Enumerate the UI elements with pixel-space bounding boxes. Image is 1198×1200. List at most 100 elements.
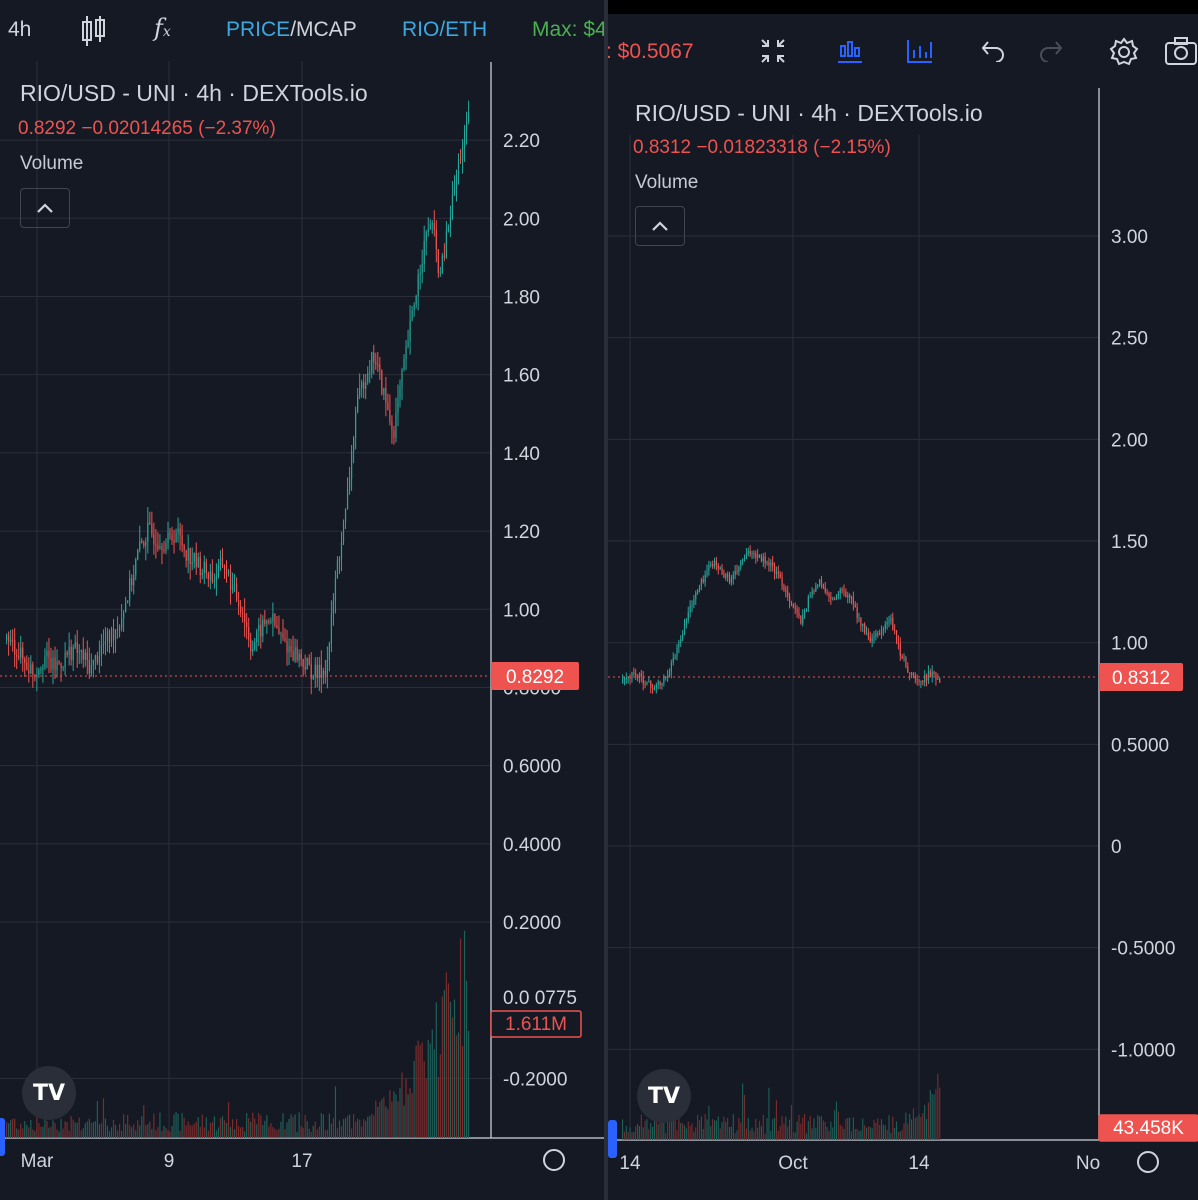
candle-body — [783, 586, 785, 590]
candle-body — [8, 635, 10, 642]
candle-body — [258, 624, 260, 631]
candle-body — [745, 553, 748, 559]
tradingview-logo[interactable]: TV — [637, 1069, 691, 1123]
panel-divider — [604, 0, 608, 1200]
volume-bar — [221, 1116, 224, 1138]
redo-icon[interactable] — [1038, 38, 1064, 68]
volume-bar — [824, 1122, 826, 1140]
interval-button[interactable]: 4h — [8, 18, 32, 41]
volume-bar — [790, 1104, 793, 1140]
candle-body — [653, 688, 656, 690]
volume-bar — [342, 1119, 345, 1138]
candle-body — [845, 591, 847, 598]
candle-body — [864, 623, 866, 633]
candle-body — [644, 684, 646, 686]
volume-bar — [431, 1029, 433, 1138]
right-chart-canvas[interactable]: 3.00 2.50 2.00 1.50 1.00 0.5000 0 -0.5000 -1.000… — [608, 0, 1198, 1200]
volume-bar — [377, 1106, 379, 1138]
tradingview-logo[interactable]: TV — [22, 1066, 76, 1120]
volume-bar — [42, 1126, 44, 1138]
volume-bar — [425, 1078, 427, 1138]
volume-bar — [72, 1119, 74, 1138]
volume-bar — [118, 1123, 121, 1138]
candle-body — [177, 528, 179, 533]
indicators-icon[interactable] — [836, 38, 864, 70]
candle-body — [139, 540, 141, 550]
volume-bar — [318, 1126, 320, 1138]
candle-body — [225, 568, 228, 575]
volume-bar — [66, 1122, 68, 1138]
volume-bar — [324, 1130, 326, 1138]
fx-icon[interactable]: fx — [154, 14, 171, 42]
volume-bar — [918, 1114, 920, 1140]
volume-bar — [20, 1123, 22, 1138]
volume-bar — [205, 1117, 207, 1138]
candle-body — [357, 395, 359, 412]
candle-body — [381, 370, 383, 395]
y-tick-label: 0.4000 — [503, 835, 561, 856]
volume-bar — [742, 1083, 744, 1140]
right-collapse-button[interactable] — [635, 206, 685, 246]
volume-bar — [869, 1126, 871, 1140]
candle-body — [205, 561, 207, 574]
volume-bar — [320, 1113, 322, 1138]
candle-body — [187, 547, 189, 561]
volume-bar — [248, 1117, 250, 1138]
volume-bar — [713, 1120, 716, 1140]
volume-bar — [266, 1115, 268, 1138]
undo-icon[interactable] — [980, 38, 1006, 68]
volume-bar — [652, 1126, 654, 1140]
volume-bar — [280, 1121, 282, 1138]
left-chart-canvas[interactable]: 2.202.001.801.601.401.201.000.80000.6000… — [0, 0, 604, 1200]
y-tick-label: 0.2000 — [503, 913, 561, 934]
volume-bar — [770, 1131, 772, 1140]
volume-bar — [203, 1127, 205, 1138]
volume-bar — [732, 1114, 734, 1140]
candle-body — [330, 613, 333, 644]
candles-icon[interactable] — [80, 14, 108, 54]
price-mcap-toggle[interactable]: PRICE/MCAP — [226, 18, 357, 41]
volume-bar — [276, 1129, 278, 1138]
candle-body — [284, 638, 286, 641]
candle-body — [753, 553, 755, 555]
pair-toggle[interactable]: RIO/ETH — [402, 18, 488, 41]
right-chart-title: RIO/USD - UNI · 4h · DEXTools.io — [635, 100, 983, 126]
left-drag-handle[interactable] — [0, 1118, 5, 1156]
volume-bar — [90, 1122, 92, 1138]
volume-bar — [18, 1129, 20, 1138]
candle-body — [772, 562, 774, 567]
volume-bar — [294, 1114, 296, 1138]
volume-bar — [385, 1106, 387, 1138]
volume-bar — [465, 980, 468, 1138]
volume-bar — [340, 1126, 343, 1138]
candle-body — [395, 412, 397, 438]
volume-bar — [22, 1128, 24, 1138]
candle-body — [937, 678, 939, 680]
volume-bar — [367, 1116, 369, 1138]
camera-icon[interactable] — [1164, 36, 1198, 72]
volume-bar — [682, 1123, 684, 1140]
compress-icon[interactable] — [760, 38, 786, 70]
volume-bar — [64, 1121, 66, 1138]
bars-icon[interactable] — [906, 38, 934, 70]
x-tick-label: Oct — [778, 1153, 808, 1174]
volume-bar — [828, 1130, 830, 1140]
volume-bar — [423, 1061, 425, 1138]
volume-bar — [344, 1118, 347, 1138]
candle-body — [266, 620, 268, 624]
volume-badge — [1098, 1114, 1198, 1142]
candle-body — [338, 558, 341, 561]
gear-icon[interactable] — [1108, 36, 1140, 74]
left-collapse-button[interactable] — [20, 188, 70, 228]
volume-bar — [811, 1128, 813, 1140]
candle-body — [217, 564, 220, 577]
volume-bar — [163, 1125, 165, 1138]
candle-body — [631, 672, 633, 679]
volume-bar — [757, 1127, 759, 1140]
right-drag-handle[interactable] — [608, 1120, 617, 1158]
candle-body — [757, 554, 759, 558]
candle-body — [361, 382, 363, 389]
candle-body — [163, 549, 165, 552]
volume-bar — [278, 1128, 280, 1138]
volume-bar — [841, 1125, 843, 1140]
